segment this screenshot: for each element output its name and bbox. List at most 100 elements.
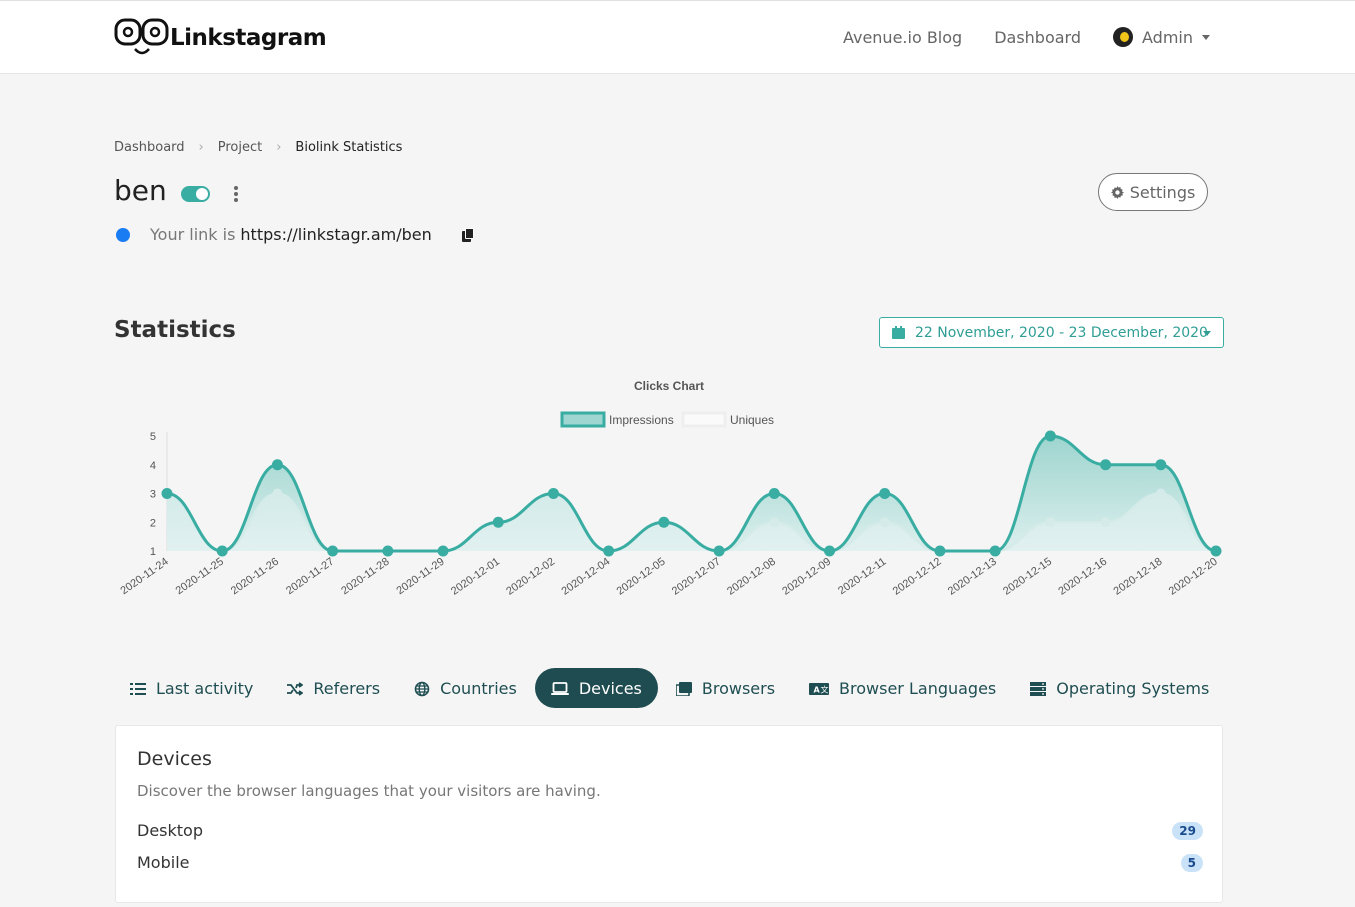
tab-countries[interactable]: Countries	[398, 668, 533, 708]
tab-label: Browsers	[701, 678, 776, 698]
impressions-point	[934, 545, 946, 557]
y-tick-label: 1	[150, 546, 156, 558]
impressions-point	[1044, 430, 1056, 442]
globe-icon	[414, 681, 430, 697]
impressions-point	[1155, 459, 1167, 471]
copy-icon[interactable]	[461, 227, 474, 242]
uniques-area	[167, 493, 1216, 551]
nav-link-blog[interactable]: Avenue.io Blog	[842, 27, 963, 47]
tab-devices[interactable]: Devices	[534, 668, 658, 708]
uniques-point	[879, 517, 890, 528]
nav-links: Avenue.io Blog Dashboard Admin	[811, 27, 1210, 47]
server-icon	[1030, 681, 1047, 696]
svg-text:A: A	[814, 686, 821, 695]
x-tick-label: 2020-12-08	[725, 556, 778, 598]
avatar	[1113, 27, 1133, 47]
impressions-point	[1100, 459, 1112, 471]
svg-text:文: 文	[821, 685, 829, 695]
tab-label: Operating Systems	[1056, 678, 1210, 698]
link-url[interactable]: https://linkstagr.am/ben	[240, 225, 432, 244]
x-tick-label: 2020-12-16	[1056, 556, 1109, 598]
count-badge: 29	[1172, 821, 1203, 840]
card-description: Discover the browser languages that your…	[137, 782, 601, 800]
tab-label: Browser Languages	[839, 678, 997, 698]
x-tick-label: 2020-12-01	[449, 556, 502, 598]
chevron-right-icon: ›	[198, 140, 204, 155]
impressions-point	[658, 516, 670, 528]
impressions-point	[161, 488, 173, 499]
devices-card: Devices Discover the browser languages t…	[115, 725, 1223, 903]
x-tick-label: 2020-12-02	[504, 556, 557, 598]
settings-button[interactable]: Settings	[1098, 173, 1208, 211]
date-range-picker[interactable]: 22 November, 2020 - 23 December, 2020	[879, 317, 1224, 348]
impressions-point	[327, 545, 339, 557]
uniques-point	[272, 488, 283, 499]
date-range-label: 22 November, 2020 - 23 December, 2020	[915, 324, 1208, 341]
tab-browser-languages[interactable]: A 文 Browser Languages	[793, 668, 1012, 708]
legend-swatch	[681, 411, 727, 428]
laptop-icon	[550, 681, 569, 695]
breadcrumb-current: Biolink Statistics	[295, 140, 403, 155]
breadcrumb: Dashboard › Project › Biolink Statistics	[114, 140, 402, 155]
legend-label: Impressions	[609, 413, 674, 427]
more-options-icon[interactable]	[230, 185, 242, 203]
impressions-point	[547, 488, 559, 499]
tab-label: Last activity	[156, 678, 254, 698]
impressions-point	[216, 545, 228, 557]
x-tick-label: 2020-12-04	[559, 556, 612, 598]
tab-last-activity[interactable]: Last activity	[114, 668, 269, 708]
impressions-point	[713, 545, 725, 557]
x-tick-label: 2020-12-20	[1167, 556, 1220, 598]
x-tick-label: 2020-12-11	[836, 556, 888, 598]
uniques-point	[1045, 517, 1056, 528]
uniques-point	[1100, 517, 1111, 528]
nav-link-dashboard[interactable]: Dashboard	[994, 27, 1081, 47]
list-icon	[130, 681, 146, 695]
impressions-point	[1210, 545, 1222, 557]
device-label: Mobile	[137, 853, 190, 872]
gear-icon	[1110, 185, 1124, 199]
breadcrumb-project[interactable]: Project	[217, 140, 263, 155]
tab-label: Countries	[440, 678, 517, 698]
top-navbar: Linkstagram Avenue.io Blog Dashboard Adm…	[0, 0, 1355, 74]
impressions-point	[603, 545, 615, 557]
enabled-toggle[interactable]	[181, 186, 210, 202]
admin-menu[interactable]: Admin	[1113, 27, 1210, 47]
statistics-tabs: Last activity Referers Countries Devices Bro…	[114, 668, 1227, 708]
y-tick-label: 3	[150, 489, 156, 501]
window-icon	[675, 681, 692, 697]
page-title: ben	[114, 174, 167, 207]
x-tick-label: 2020-12-12	[891, 556, 944, 598]
impressions-point	[492, 516, 504, 528]
logo-glasses-icon	[114, 18, 169, 55]
count-badge: 5	[1180, 853, 1203, 872]
list-item: Desktop 29	[137, 821, 1203, 840]
x-tick-label: 2020-12-07	[670, 556, 723, 598]
x-tick-label: 2020-12-13	[946, 556, 999, 598]
tab-operating-systems[interactable]: Operating Systems	[1014, 668, 1225, 708]
impressions-point	[382, 545, 394, 557]
x-tick-label: 2020-11-26	[229, 556, 281, 598]
breadcrumb-dashboard[interactable]: Dashboard	[114, 140, 185, 155]
list-item: Mobile 5	[137, 853, 1203, 872]
legend-swatch	[560, 411, 606, 428]
chevron-right-icon: ›	[276, 140, 282, 155]
logo-text: Linkstagram	[170, 25, 327, 51]
impressions-line	[166, 434, 1217, 553]
y-tick-label: 5	[150, 431, 156, 443]
x-tick-label: 2020-11-29	[394, 556, 446, 598]
tab-label: Referers	[313, 678, 381, 698]
impressions-point	[271, 459, 283, 471]
chevron-down-icon	[1202, 34, 1210, 40]
impressions-point	[879, 488, 891, 499]
logo[interactable]: Linkstagram	[114, 17, 327, 59]
settings-label: Settings	[1129, 182, 1196, 202]
impressions-point	[768, 488, 780, 499]
tab-browsers[interactable]: Browsers	[660, 668, 791, 708]
y-tick-label: 4	[150, 460, 156, 472]
x-tick-label: 2020-12-05	[615, 556, 668, 598]
random-icon	[287, 681, 305, 696]
tab-referers[interactable]: Referers	[271, 668, 396, 708]
legend-label: Uniques	[730, 413, 774, 427]
